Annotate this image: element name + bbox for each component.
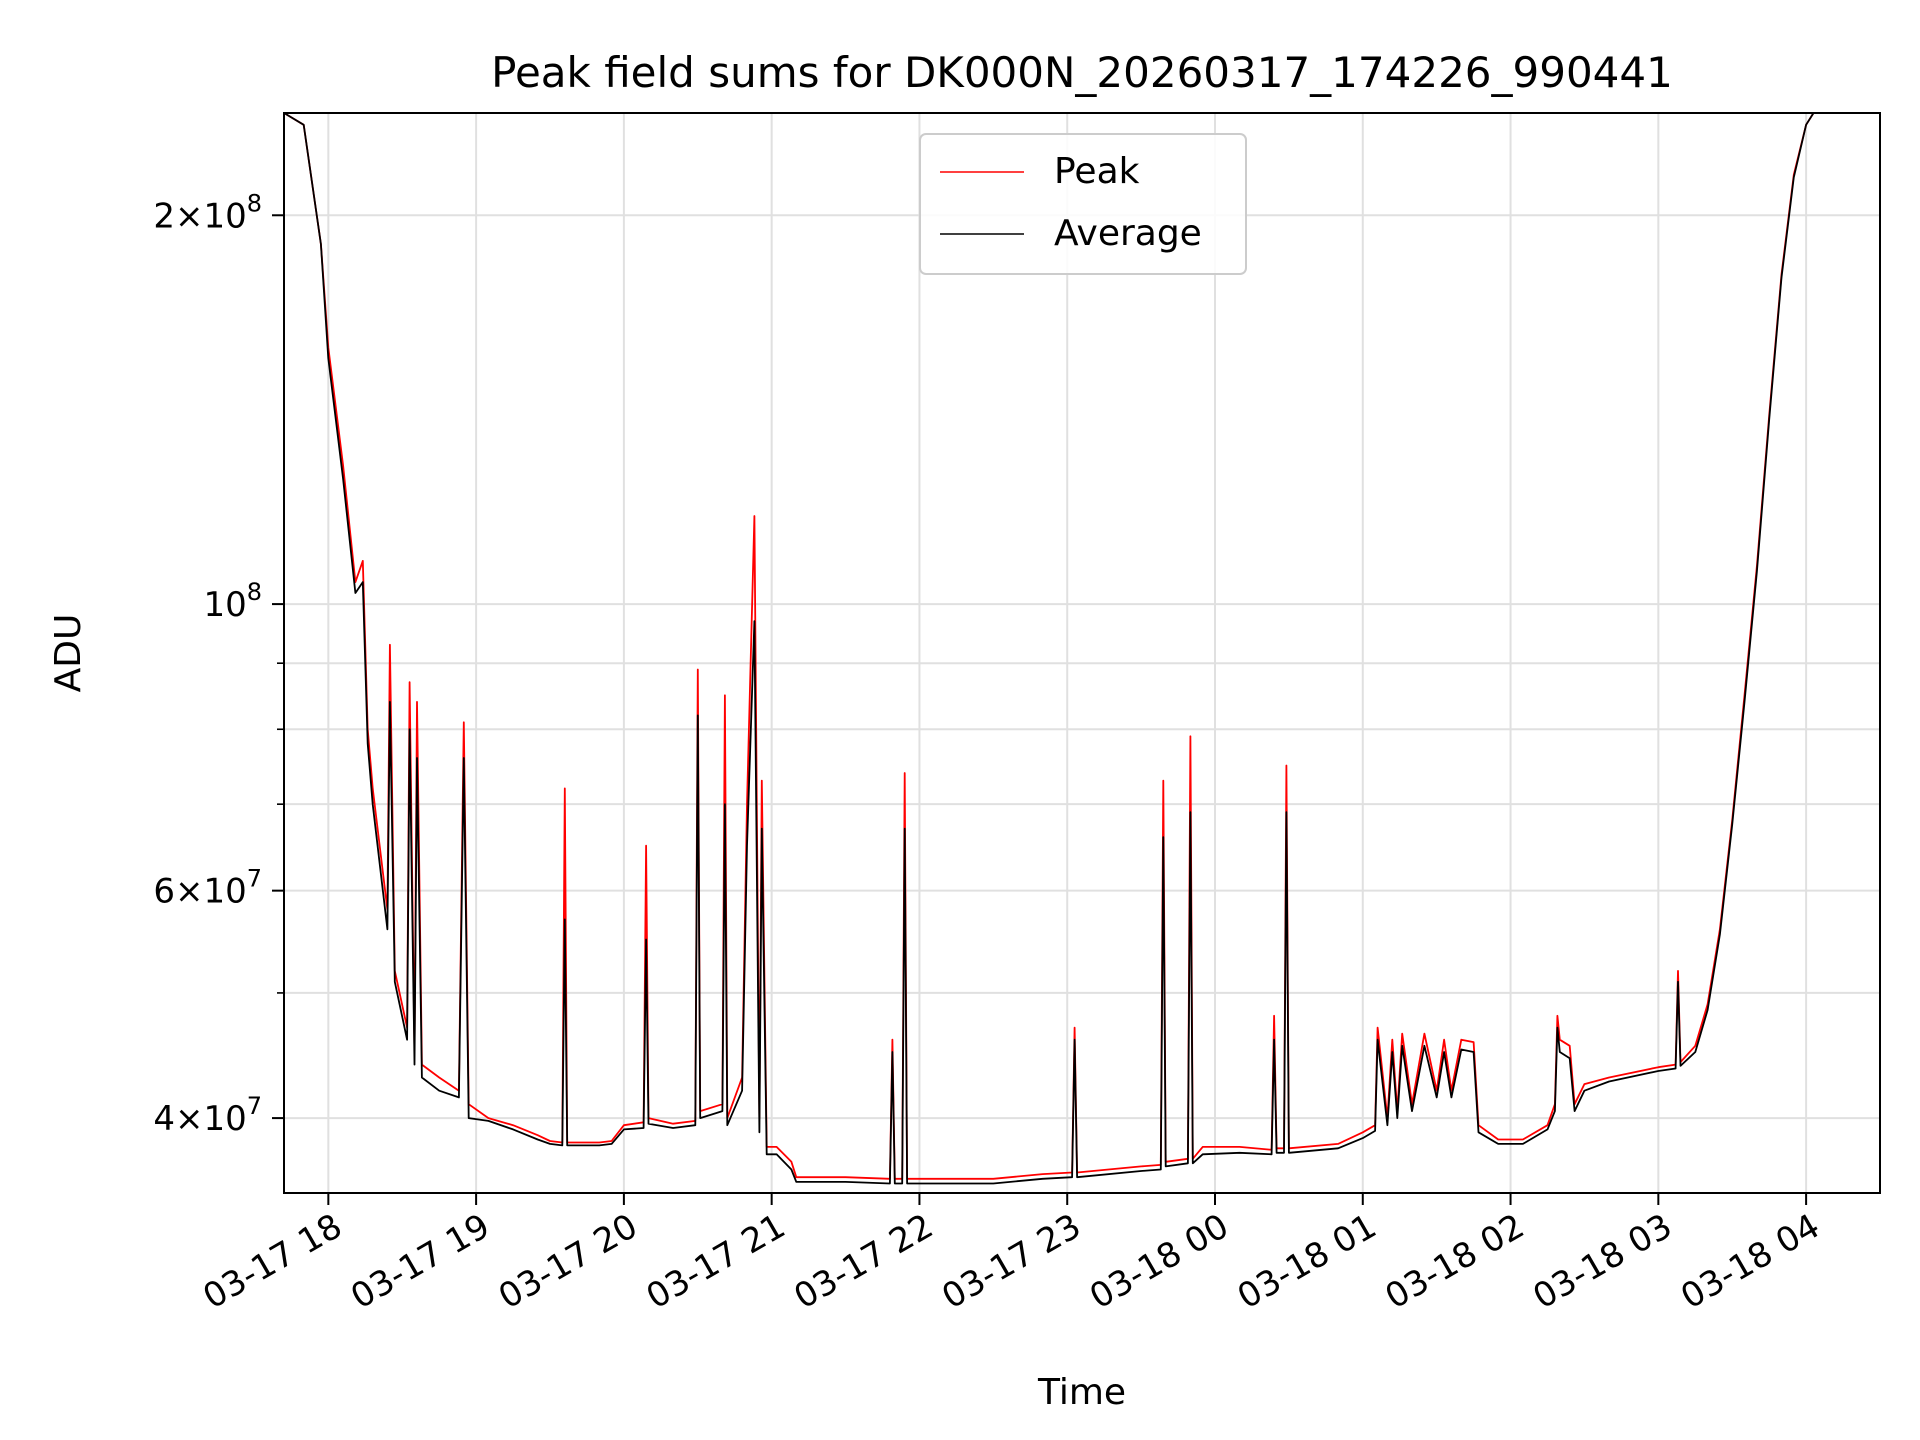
legend-box xyxy=(919,133,1247,275)
chart-title: Peak field sums for DK000N_20260317_1742… xyxy=(491,48,1673,97)
legend-label-peak: Peak xyxy=(1054,151,1140,192)
plot-frame xyxy=(283,112,1881,1194)
series-line-average xyxy=(284,113,1880,1185)
legend: Peak Average xyxy=(919,133,1247,275)
legend-label-average: Average xyxy=(1054,213,1202,254)
y-axis: 4×107 6×107 108 2×108 xyxy=(153,189,284,1139)
y-tick-label: 2×108 xyxy=(153,189,262,236)
y-tick-label: 4×107 xyxy=(153,1092,262,1139)
x-axis-label: Time xyxy=(1037,1372,1126,1413)
y-axis-label: ADU xyxy=(48,614,89,693)
y-tick-label: 6×107 xyxy=(153,865,262,912)
y-tick-label: 108 xyxy=(203,578,262,625)
series-layer xyxy=(284,113,1880,1185)
